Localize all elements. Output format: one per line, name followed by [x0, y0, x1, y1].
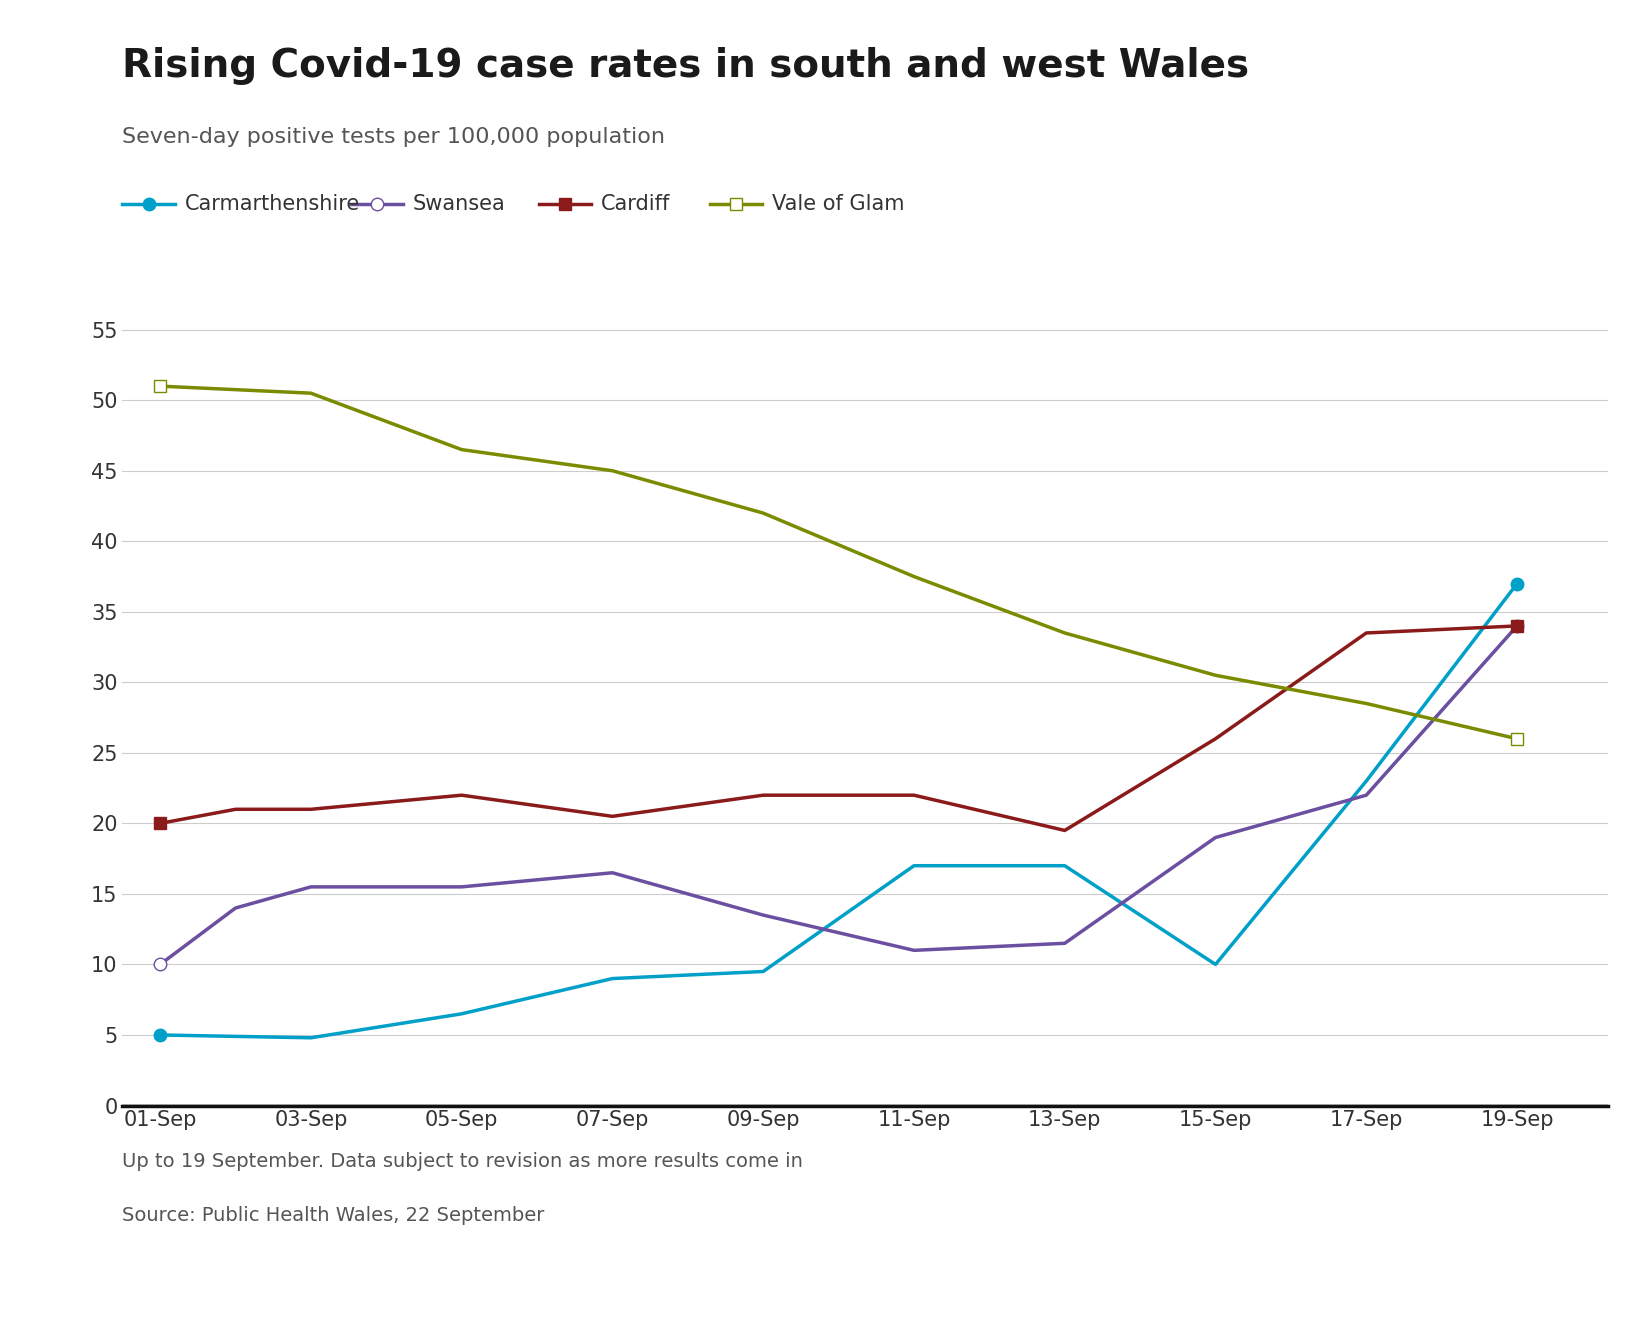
Text: Rising Covid-19 case rates in south and west Wales: Rising Covid-19 case rates in south and … [122, 47, 1250, 84]
Text: Source: Public Health Wales, 22 September: Source: Public Health Wales, 22 Septembe… [122, 1206, 545, 1225]
Text: BBC: BBC [1500, 1227, 1539, 1246]
Text: Cardiff: Cardiff [601, 194, 671, 213]
Text: Up to 19 September. Data subject to revision as more results come in: Up to 19 September. Data subject to revi… [122, 1152, 803, 1171]
Text: Vale of Glam: Vale of Glam [772, 194, 904, 213]
Text: Swansea: Swansea [413, 194, 506, 213]
Text: Carmarthenshire: Carmarthenshire [184, 194, 359, 213]
Text: Seven-day positive tests per 100,000 population: Seven-day positive tests per 100,000 pop… [122, 127, 666, 147]
